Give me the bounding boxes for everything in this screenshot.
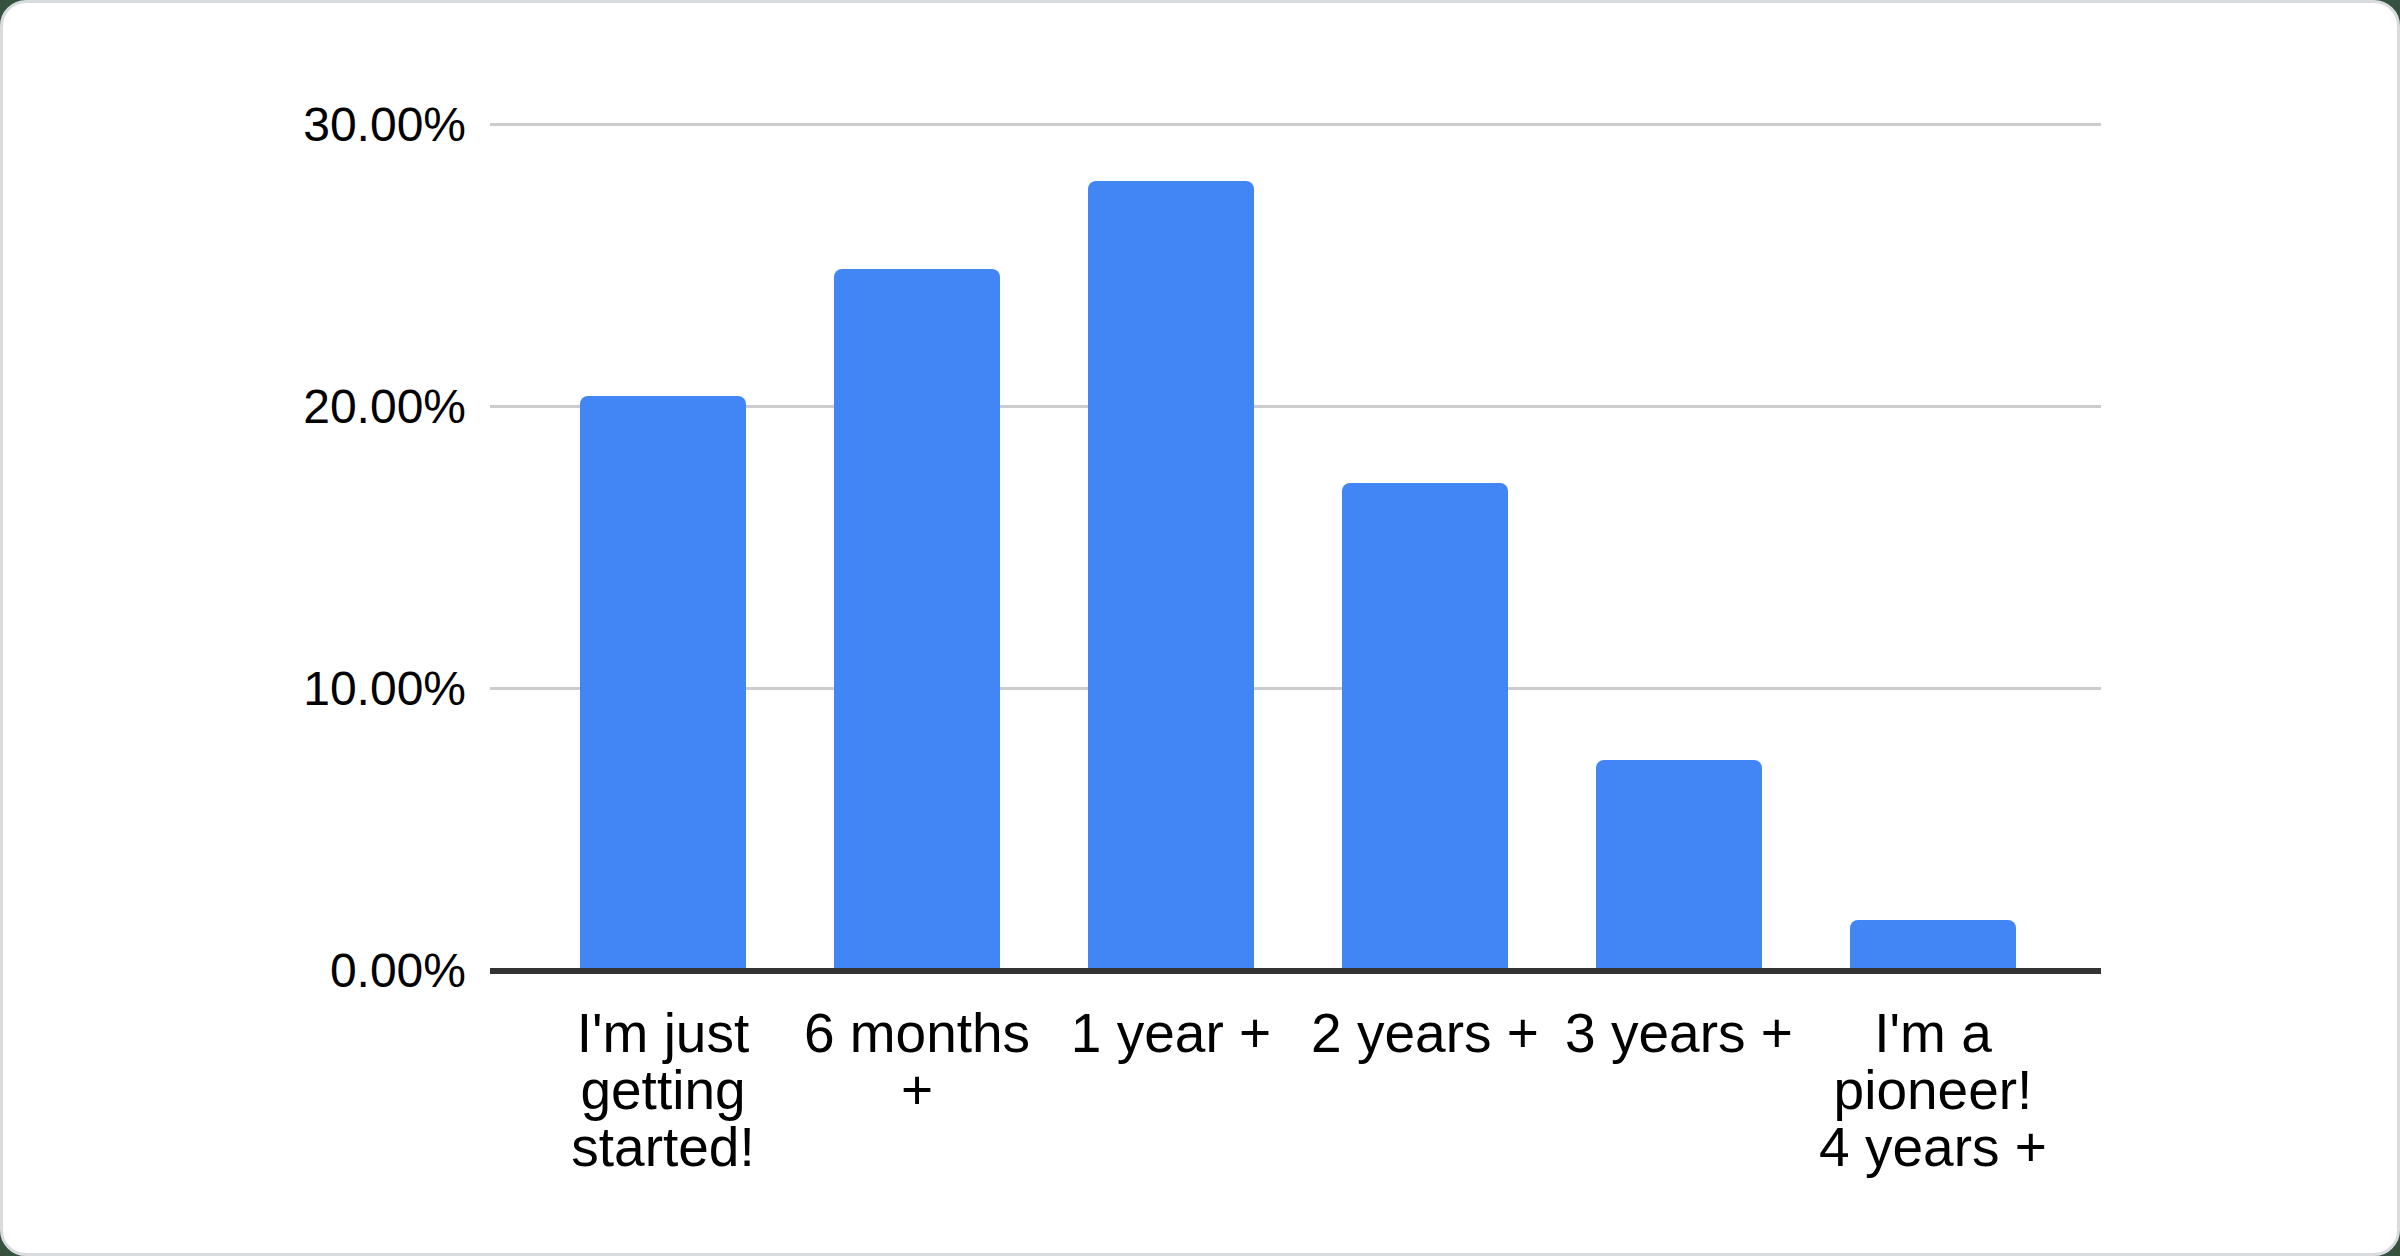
y-axis-tick-label: 30.00% [146, 95, 466, 155]
y-gridline [490, 123, 2101, 126]
bar [1596, 760, 1762, 973]
bar [580, 396, 746, 973]
x-category-label: I'm a pioneer! 4 years + [1733, 1005, 2133, 1176]
chart-card: 0.00%10.00%20.00%30.00%I'm just getting … [0, 0, 2400, 1256]
bar-chart: 0.00%10.00%20.00%30.00%I'm just getting … [3, 3, 2397, 1253]
x-axis-baseline [490, 968, 2101, 974]
bar [1342, 483, 1508, 973]
y-axis-tick-label: 10.00% [146, 659, 466, 719]
y-axis-tick-label: 0.00% [146, 941, 466, 1001]
bar [1850, 920, 2016, 973]
bar [1088, 181, 1254, 973]
page-background: 0.00%10.00%20.00%30.00%I'm just getting … [0, 0, 2400, 1256]
y-axis-tick-label: 20.00% [146, 377, 466, 437]
bar [834, 269, 1000, 973]
